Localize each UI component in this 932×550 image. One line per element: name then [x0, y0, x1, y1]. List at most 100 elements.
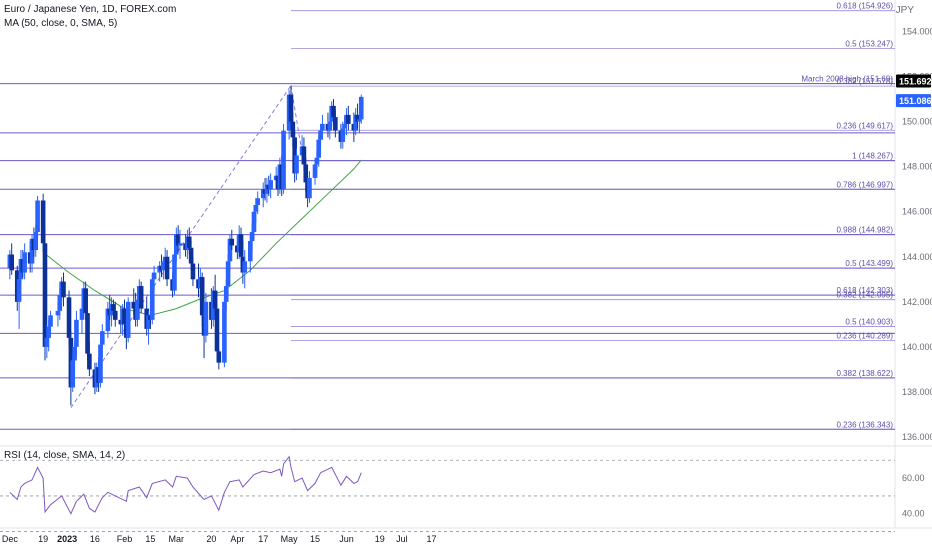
candle-body — [61, 281, 66, 298]
candle[interactable] — [125, 297, 131, 343]
candle-body — [238, 234, 244, 257]
time-tick-label: 19 — [38, 534, 48, 544]
candle[interactable] — [149, 274, 155, 325]
candle[interactable] — [255, 191, 260, 214]
candle-body — [70, 360, 76, 388]
time-tick-label: 15 — [310, 534, 320, 544]
candle[interactable] — [288, 85, 294, 129]
candle[interactable] — [320, 114, 325, 140]
candle[interactable] — [203, 292, 209, 343]
candle[interactable] — [333, 110, 338, 138]
ma-indicator-label[interactable]: MA (50, close, 0, SMA, 5) — [4, 18, 118, 29]
candle-body — [87, 353, 92, 370]
price-tick-label: 146.000 — [902, 207, 932, 217]
candle-body — [290, 121, 296, 138]
price-tick-label: 144.000 — [902, 252, 932, 262]
candle-body — [149, 279, 155, 320]
candle[interactable] — [85, 308, 90, 361]
symbol-title[interactable]: Euro / Japanese Yen, 1D, FOREX.com — [4, 4, 177, 15]
candle[interactable] — [151, 265, 157, 291]
time-tick-label: Apr — [230, 534, 244, 544]
candle[interactable] — [112, 301, 118, 327]
last-price-tag[interactable]: 151.086 — [896, 94, 932, 108]
candle[interactable] — [61, 272, 66, 307]
candle[interactable] — [216, 349, 222, 370]
time-tick-label: 17 — [258, 534, 268, 544]
candle[interactable] — [72, 342, 77, 372]
candle[interactable] — [87, 342, 92, 377]
candle[interactable] — [229, 229, 235, 251]
candle-body — [122, 308, 127, 325]
candle-body — [331, 105, 336, 118]
time-tick-label: 16 — [90, 534, 100, 544]
candle[interactable] — [242, 250, 248, 289]
fib-level-label: 0.5 (140.903) — [845, 318, 893, 327]
candle[interactable] — [172, 250, 177, 296]
fib-level-label: 0.382 (138.622) — [837, 369, 894, 378]
candle[interactable] — [268, 173, 273, 199]
price-tag-label: 151.692 — [899, 77, 932, 87]
candle-body — [177, 243, 183, 246]
candle-body — [222, 301, 227, 363]
time-tick-label: Feb — [117, 534, 133, 544]
candle-body — [203, 301, 209, 336]
candle[interactable] — [355, 103, 360, 129]
candle[interactable] — [307, 171, 312, 203]
candle[interactable] — [281, 123, 286, 194]
candle-body — [247, 241, 253, 262]
candle-body — [57, 295, 63, 311]
candle[interactable] — [22, 243, 27, 280]
candle-body — [48, 315, 53, 327]
candle[interactable] — [9, 243, 14, 275]
candle[interactable] — [40, 193, 46, 253]
candle-body — [249, 232, 255, 242]
candle[interactable] — [190, 256, 196, 287]
time-tick-label: Mar — [169, 534, 185, 544]
candle-body — [327, 121, 333, 131]
candle-body — [242, 261, 248, 273]
candle-body — [111, 304, 116, 311]
candle[interactable] — [66, 290, 72, 347]
candle-body — [161, 261, 166, 271]
candle[interactable] — [222, 297, 227, 368]
candle-body — [225, 261, 231, 287]
trend-lines — [70, 85, 303, 408]
candle[interactable] — [175, 225, 181, 253]
candle[interactable] — [177, 229, 183, 260]
candle-body — [251, 211, 257, 233]
candle[interactable] — [225, 254, 231, 296]
fib-level-label: 1 (148.267) — [852, 152, 893, 161]
candle[interactable] — [138, 281, 144, 314]
candle[interactable] — [294, 148, 299, 181]
rsi-indicator-label[interactable]: RSI (14, close, SMA, 14, 2) — [4, 450, 126, 461]
candle[interactable] — [105, 301, 111, 338]
candle[interactable] — [161, 259, 166, 280]
time-tick-label: Dec — [2, 534, 19, 544]
price-tick-label: 150.000 — [902, 117, 932, 127]
time-tick-label: 19 — [375, 534, 385, 544]
candle[interactable] — [98, 340, 103, 388]
candle[interactable] — [48, 310, 53, 334]
fib-level-label: 0.618 (154.926) — [837, 2, 894, 11]
candle[interactable] — [353, 108, 359, 136]
candle[interactable] — [100, 324, 105, 359]
candle-body — [333, 117, 338, 131]
candle-body — [74, 319, 79, 347]
current-price-tag[interactable]: 151.692 — [896, 74, 932, 88]
candle[interactable] — [16, 274, 22, 329]
candle-body — [46, 326, 51, 338]
candle[interactable] — [358, 94, 364, 124]
candle-body — [66, 297, 72, 338]
time-tick-label: Jul — [396, 534, 408, 544]
candle[interactable] — [74, 310, 79, 356]
price-tick-label: 142.000 — [902, 297, 932, 307]
candle[interactable] — [214, 304, 220, 361]
candle[interactable] — [35, 195, 40, 239]
trend-line[interactable] — [290, 85, 303, 154]
trend-line[interactable] — [70, 85, 292, 408]
candle[interactable] — [164, 250, 170, 287]
candle[interactable] — [346, 105, 351, 131]
candle-body — [33, 232, 39, 251]
candle[interactable] — [316, 135, 322, 167]
